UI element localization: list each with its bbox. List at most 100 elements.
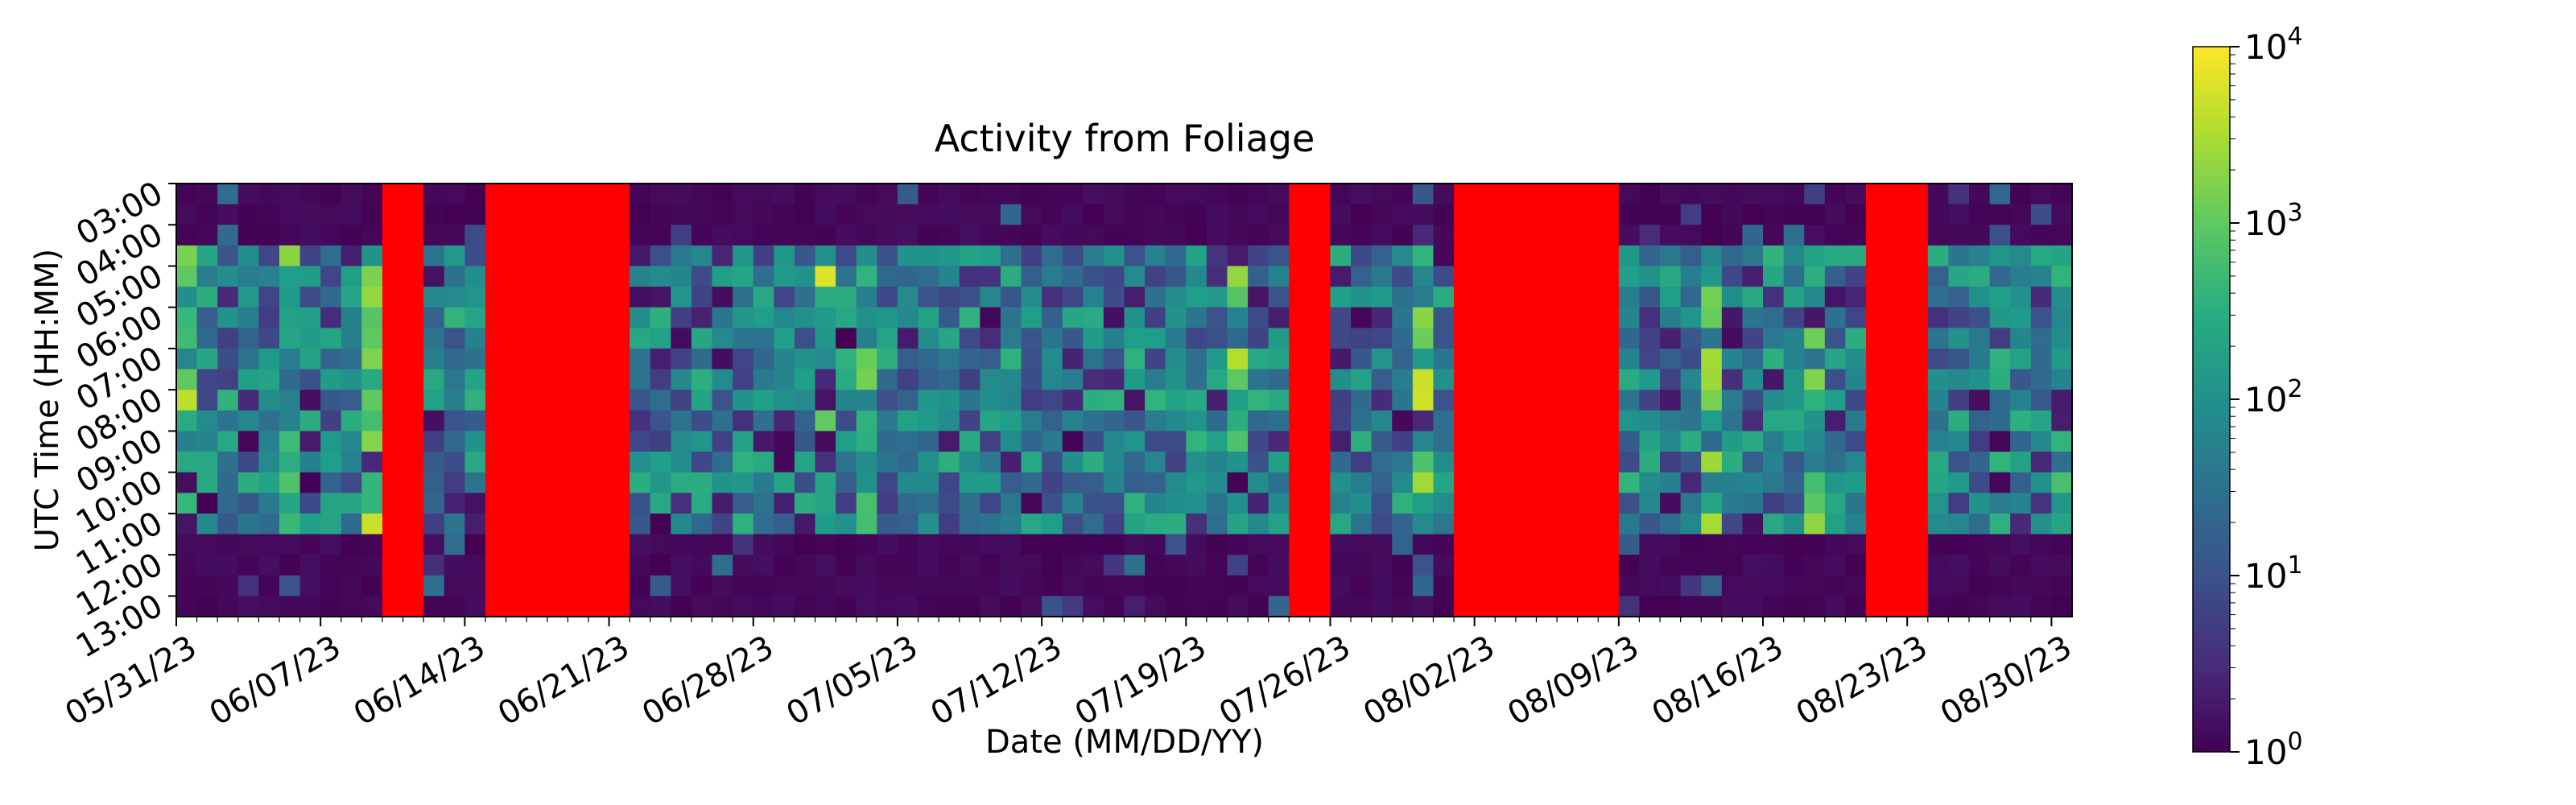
- x-tick-label: 06/28/23: [636, 629, 780, 733]
- heatmap-cell: [1557, 513, 1579, 535]
- heatmap-cell: [1330, 369, 1352, 390]
- heatmap-cell: [237, 575, 259, 597]
- heatmap-cell: [526, 328, 548, 349]
- heatmap-cell: [423, 410, 445, 432]
- heatmap-cell: [1989, 348, 2011, 370]
- heatmap-cell: [794, 307, 816, 328]
- heatmap-cell: [402, 534, 424, 555]
- heatmap-cell: [1721, 328, 1744, 349]
- heatmap-cell: [1845, 348, 1867, 370]
- heatmap-cell: [217, 431, 239, 452]
- heatmap-cell: [176, 328, 198, 349]
- heatmap-cell: [2051, 287, 2073, 308]
- heatmap-cell: [1248, 390, 1269, 411]
- heatmap-cell: [341, 225, 362, 246]
- heatmap-cell: [1557, 287, 1579, 308]
- heatmap-cell: [299, 266, 321, 287]
- heatmap-cell: [794, 431, 816, 452]
- heatmap-cell: [2051, 348, 2073, 370]
- heatmap-cell: [382, 245, 404, 267]
- heatmap-cell: [774, 204, 795, 225]
- heatmap-cell: [382, 410, 404, 432]
- heatmap-cell: [1660, 534, 1682, 555]
- heatmap-cell: [1042, 410, 1063, 432]
- heatmap-cell: [1206, 555, 1228, 576]
- heatmap-cell: [836, 431, 857, 452]
- heatmap-cell: [341, 390, 362, 411]
- heatmap-cell: [258, 266, 280, 287]
- heatmap-cell: [1392, 410, 1414, 432]
- heatmap-cell: [1763, 431, 1785, 452]
- heatmap-cell: [691, 204, 713, 225]
- heatmap-cell: [1907, 369, 1929, 390]
- heatmap-cell: [1454, 493, 1476, 514]
- heatmap-cell: [196, 225, 218, 246]
- heatmap-cell: [794, 204, 816, 225]
- heatmap-cell: [1907, 390, 1929, 411]
- heatmap-cell: [1474, 390, 1496, 411]
- heatmap-cell: [237, 287, 259, 308]
- heatmap-cell: [1289, 410, 1311, 432]
- heatmap-cell: [1618, 596, 1641, 617]
- heatmap-cell: [1392, 225, 1414, 246]
- heatmap-cell: [774, 266, 795, 287]
- heatmap-cell: [959, 493, 980, 514]
- heatmap-cell: [753, 307, 774, 328]
- heatmap-cell: [1989, 390, 2011, 411]
- heatmap-cell: [382, 472, 404, 493]
- x-tick-label: 08/09/23: [1501, 629, 1645, 733]
- heatmap-cell: [444, 266, 465, 287]
- heatmap-cell: [1618, 534, 1641, 555]
- heatmap-cell: [1804, 225, 1826, 246]
- heatmap-cell: [1165, 390, 1187, 411]
- heatmap-cell: [444, 513, 465, 535]
- heatmap-cell: [691, 596, 713, 617]
- heatmap-cell: [1763, 534, 1785, 555]
- heatmap-cell: [588, 245, 610, 267]
- heatmap-cell: [691, 287, 713, 308]
- heatmap-cell: [1515, 431, 1538, 452]
- heatmap-cell: [1186, 410, 1208, 432]
- heatmap-cell: [1639, 266, 1661, 287]
- heatmap-cell: [836, 390, 857, 411]
- heatmap-cell: [815, 328, 836, 349]
- x-tick-label: 08/30/23: [1934, 629, 2079, 733]
- heatmap-cell: [1742, 431, 1764, 452]
- heatmap-cell: [1763, 472, 1785, 493]
- heatmap-cell: [1598, 225, 1620, 246]
- heatmap-cell: [733, 575, 754, 597]
- heatmap-cell: [568, 328, 589, 349]
- heatmap-cell: [258, 431, 280, 452]
- heatmap-cell: [712, 390, 733, 411]
- heatmap-cell: [733, 348, 754, 370]
- heatmap-cell: [1701, 287, 1723, 308]
- heatmap-cell: [1577, 472, 1599, 493]
- heatmap-cell: [1763, 555, 1785, 576]
- heatmap-cell: [1495, 555, 1517, 576]
- heatmap-cell: [1309, 472, 1331, 493]
- heatmap-cell: [1866, 204, 1888, 225]
- heatmap-cell: [320, 513, 342, 535]
- heatmap-cell: [1639, 307, 1661, 328]
- heatmap-cell: [402, 204, 424, 225]
- heatmap-cell: [1804, 431, 1826, 452]
- heatmap-cell: [1948, 575, 1970, 597]
- heatmap-cell: [320, 555, 342, 576]
- heatmap-cell: [1145, 204, 1166, 225]
- heatmap-cell: [1577, 369, 1599, 390]
- heatmap-cell: [1989, 328, 2011, 349]
- heatmap-cell: [733, 513, 754, 535]
- heatmap-cell: [1227, 452, 1249, 473]
- heatmap-cell: [918, 204, 939, 225]
- heatmap-cell: [1474, 266, 1496, 287]
- heatmap-cell: [1206, 575, 1228, 597]
- heatmap-cell: [1000, 245, 1022, 267]
- heatmap-cell: [1969, 452, 1991, 473]
- heatmap-cell: [423, 452, 445, 473]
- heatmap-cell: [1083, 390, 1104, 411]
- heatmap-cell: [382, 575, 404, 597]
- heatmap-cell: [1412, 266, 1435, 287]
- heatmap-cell: [1783, 431, 1805, 452]
- heatmap-cell: [1433, 596, 1455, 617]
- heatmap-cell: [671, 431, 692, 452]
